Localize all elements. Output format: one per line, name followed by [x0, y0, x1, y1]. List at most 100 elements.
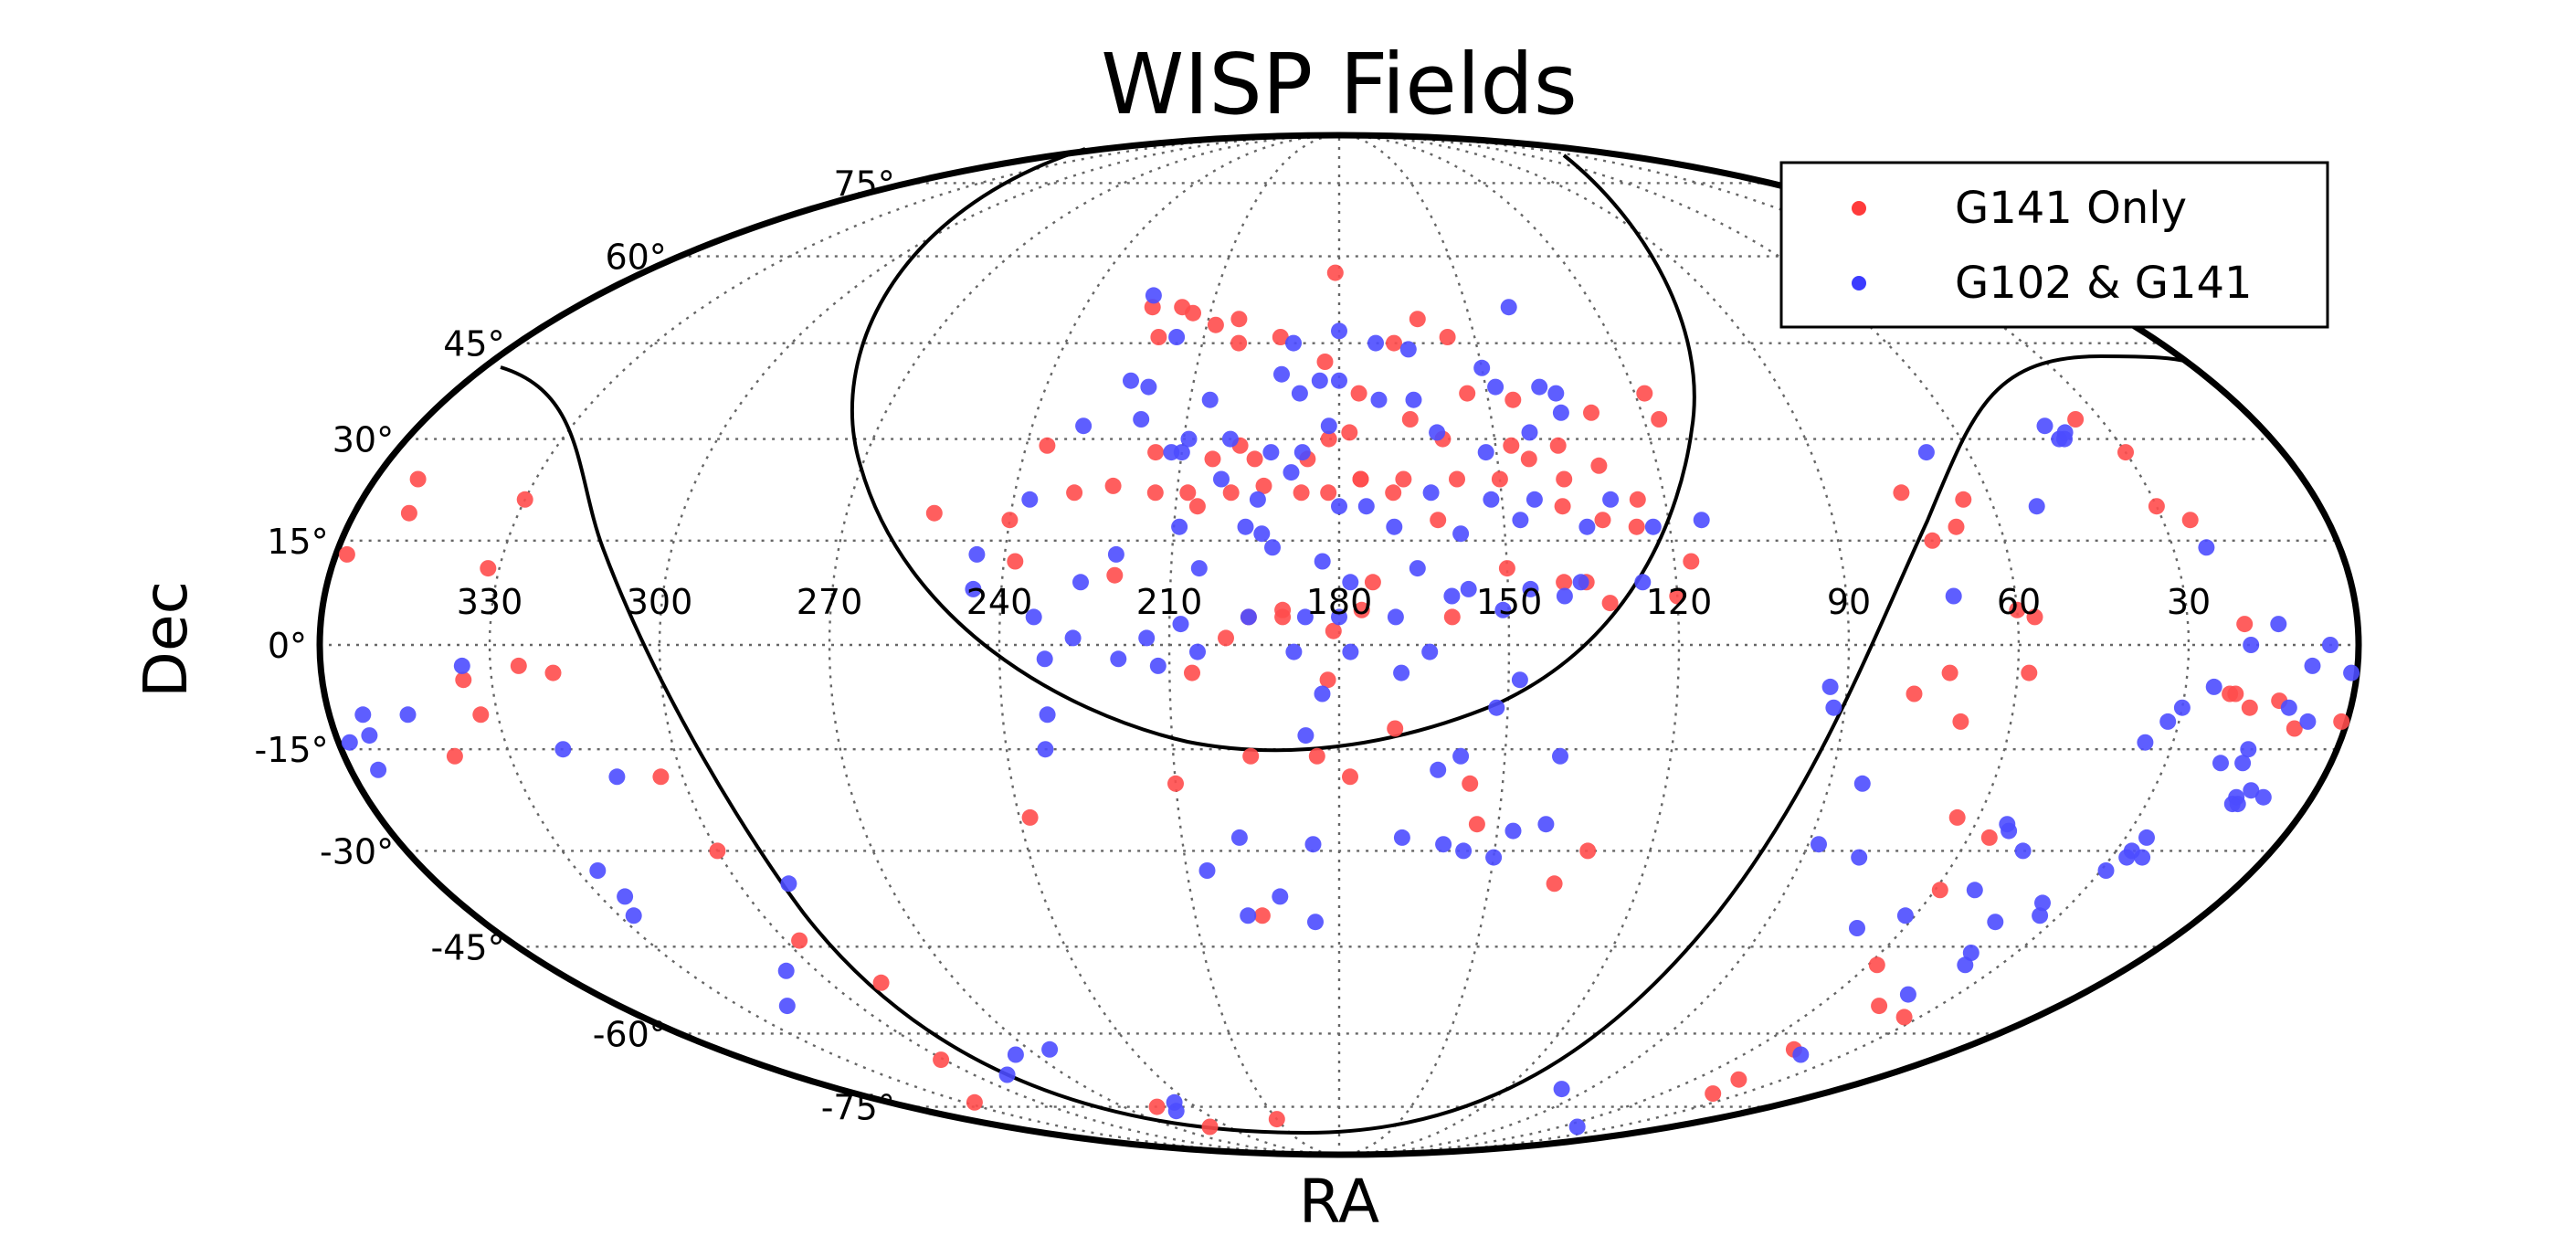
scatter-point	[1554, 498, 1571, 515]
scatter-point	[1477, 444, 1494, 461]
scatter-point	[1871, 998, 1888, 1015]
scatter-point	[1149, 657, 1167, 674]
scatter-point	[399, 706, 417, 724]
scatter-point	[2205, 678, 2222, 695]
scatter-point	[1924, 532, 1941, 549]
scatter-point	[1274, 608, 1292, 626]
scatter-point	[2014, 842, 2032, 860]
scatter-point	[1601, 595, 1619, 612]
scatter-point	[1107, 545, 1124, 563]
scatter-point	[510, 657, 527, 674]
scatter-point	[1308, 747, 1325, 765]
scatter-point	[1485, 849, 1503, 866]
scatter-point	[1987, 914, 2004, 931]
scatter-point	[2333, 713, 2350, 730]
scatter-point	[1190, 560, 1208, 577]
scatter-point	[1488, 699, 1505, 716]
scatter-point	[1952, 713, 1969, 730]
scatter-point	[1007, 553, 1024, 570]
scatter-point	[1145, 287, 1162, 304]
scatter-point	[2097, 862, 2115, 879]
scatter-point	[1240, 907, 1257, 924]
scatter-point	[2028, 498, 2045, 515]
dec-tick-label: 45°	[443, 324, 504, 364]
scatter-point	[1172, 616, 1189, 633]
scatter-point	[968, 545, 986, 563]
scatter-point	[1285, 334, 1302, 352]
scatter-point	[709, 842, 726, 860]
scatter-point	[1262, 444, 1280, 461]
scatter-point	[1283, 464, 1300, 481]
scatter-point	[1957, 956, 1974, 974]
scatter-point	[453, 657, 470, 674]
scatter-point	[1110, 650, 1127, 668]
scatter-point	[1039, 706, 1056, 724]
scatter-point	[1320, 417, 1337, 435]
scatter-point	[1218, 629, 1234, 647]
scatter-point	[1331, 608, 1347, 626]
scatter-point	[2032, 907, 2049, 924]
scatter-point	[1104, 477, 1122, 494]
scatter-point	[1264, 539, 1281, 556]
legend-box	[1779, 161, 2329, 329]
scatter-point	[1273, 365, 1290, 383]
scatter-point	[1184, 664, 1200, 681]
scatter-point	[409, 470, 427, 488]
scatter-point	[777, 962, 795, 979]
scatter-point	[2026, 608, 2043, 626]
scatter-point	[1409, 311, 1426, 328]
scatter-point	[1297, 727, 1314, 745]
scatter-point	[1421, 643, 1439, 660]
scatter-point	[2067, 411, 2085, 428]
scatter-point	[1522, 580, 1539, 597]
scatter-point	[1443, 608, 1461, 626]
scatter-point	[1917, 444, 1935, 461]
scatter-point	[480, 560, 497, 577]
scatter-point	[338, 545, 355, 563]
scatter-point	[1230, 334, 1248, 352]
scatter-point	[2198, 539, 2215, 556]
grid-meridian	[658, 133, 1340, 1157]
scatter-point	[1449, 470, 1465, 488]
scatter-point	[1422, 484, 1440, 502]
scatter-point	[1683, 553, 1700, 570]
scatter-point	[1405, 391, 1422, 408]
ra-tick-label: 210	[1136, 582, 1203, 622]
scatter-point	[925, 504, 943, 522]
scatter-point	[1072, 574, 1089, 591]
scatter-point	[1590, 457, 1608, 474]
scatter-point	[1230, 311, 1248, 328]
scatter-point	[1180, 430, 1198, 448]
scatter-point	[1253, 525, 1271, 543]
scatter-point	[2243, 782, 2260, 799]
scatter-point	[1547, 385, 1565, 402]
dec-tick-label: -45°	[431, 927, 505, 967]
scatter-point	[1307, 914, 1324, 931]
scatter-point	[1483, 491, 1500, 508]
scatter-point	[1387, 720, 1404, 737]
scatter-point	[1201, 391, 1219, 408]
scatter-point	[1179, 484, 1197, 502]
scatter-point	[1401, 411, 1419, 428]
ra-tick-label: 270	[797, 582, 863, 622]
scatter-point	[2286, 720, 2303, 737]
galactic-plane-curves	[500, 147, 2189, 1136]
scatter-point	[617, 888, 634, 905]
scatter-point	[1896, 907, 1914, 924]
scatter-point	[2148, 498, 2165, 515]
scatter-point	[554, 741, 572, 758]
scatter-point	[1792, 1046, 1810, 1063]
scatter-point	[1549, 437, 1567, 454]
scatter-point	[589, 862, 607, 879]
scatter-point	[1041, 1040, 1059, 1058]
scatter-point	[2270, 616, 2287, 633]
scatter-point	[1316, 354, 1334, 370]
scatter-point	[1393, 664, 1410, 681]
scatter-point	[2036, 417, 2053, 435]
scatter-point	[2021, 664, 2038, 681]
scatter-point	[1311, 372, 1328, 389]
scatter-point	[1352, 470, 1369, 488]
scatter-point	[2009, 601, 2026, 618]
scatter-point	[2236, 616, 2254, 633]
scatter-point	[1066, 484, 1083, 502]
